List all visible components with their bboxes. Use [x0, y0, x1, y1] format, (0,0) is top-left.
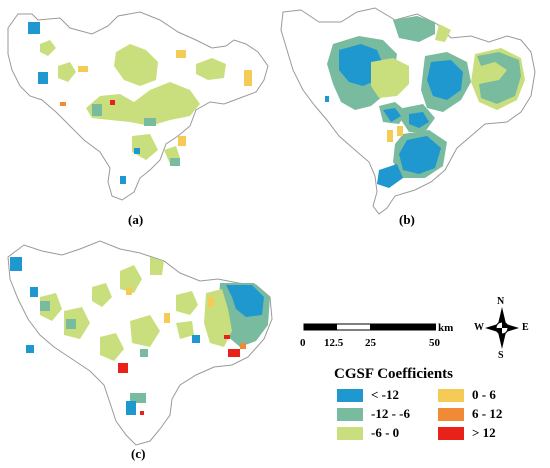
patch-lt-neg12: [383, 108, 401, 122]
patch-0-6: [164, 313, 170, 323]
scale-segment: [370, 324, 436, 330]
patch-lt-neg12: [427, 60, 463, 100]
patch-0-6: [126, 287, 132, 295]
legend-label: 6 - 12: [472, 406, 503, 421]
legend-swatch: [438, 388, 464, 402]
legend-swatch: [337, 407, 363, 421]
map-panel-b: [280, 7, 536, 215]
compass-s: S: [498, 350, 504, 361]
patch-0-6: [244, 70, 252, 86]
patch-neg6-0: [64, 307, 90, 339]
patch-lt-neg12: [30, 287, 38, 297]
scale-tick-label: 25: [365, 337, 376, 349]
legend-swatch: [337, 388, 363, 402]
patch-neg6-0: [92, 283, 112, 307]
patch-gt-12: [118, 363, 128, 373]
legend-label: -6 - 0: [371, 425, 400, 440]
legend-swatch: [438, 407, 464, 421]
patch-neg12-neg6: [92, 104, 102, 116]
scale-tick-label: 12.5: [324, 337, 344, 349]
patch-0-6: [176, 50, 186, 58]
patch-neg12-neg6: [170, 158, 180, 166]
patch-lt-neg12: [26, 345, 34, 353]
compass-rose-icon: [485, 307, 519, 349]
patch-neg12-neg6: [66, 319, 76, 329]
patch-neg6-0: [86, 82, 200, 126]
coef-patches: [325, 16, 525, 188]
legend-swatch: [438, 426, 464, 440]
patch-gt-12: [228, 349, 240, 357]
compass-n: N: [497, 296, 505, 307]
patch-neg6-0: [100, 333, 124, 361]
scale-segment: [304, 324, 337, 330]
legend-label: < -12: [371, 387, 399, 402]
patch-0-6: [208, 297, 214, 307]
scale-bar: [303, 323, 436, 331]
patch-neg6-0: [120, 265, 142, 293]
patch-neg6-0: [371, 58, 409, 98]
patch-neg6-0: [176, 321, 194, 339]
patch-lt-neg12: [134, 148, 140, 154]
patch-neg12-neg6: [140, 349, 148, 357]
patch-neg12-neg6: [130, 393, 146, 403]
patch-neg6-0: [40, 293, 62, 321]
patch-6-12: [60, 102, 66, 106]
patch-lt-neg12: [399, 136, 441, 174]
legend-label: -12 - -6: [371, 406, 410, 421]
map-panel-c: [7, 240, 273, 446]
patch-lt-neg12: [377, 164, 403, 188]
patch-lt-neg12: [126, 401, 136, 415]
patch-neg12-neg6: [477, 52, 521, 104]
legend-item: -12 - -6: [337, 406, 410, 422]
scale-unit: km: [438, 322, 454, 334]
map-panel-a: [7, 11, 269, 201]
patch-lt-neg12: [325, 96, 329, 102]
patch-neg12-neg6: [40, 301, 50, 311]
patch-0-6: [178, 136, 186, 146]
panel-label-c: (c): [131, 446, 146, 461]
patch-gt-12: [140, 411, 144, 415]
patch-gt-12: [110, 100, 115, 105]
patch-neg12-neg6: [144, 118, 156, 126]
legend-item: -6 - 0: [337, 425, 399, 441]
scale-tick-label: 0: [300, 337, 306, 349]
patch-gt-12: [224, 335, 230, 339]
patch-lt-neg12: [28, 22, 40, 34]
coef-patches: [10, 257, 270, 415]
patch-neg6-0: [196, 58, 226, 80]
compass-w: W: [474, 322, 484, 333]
patch-lt-neg12: [409, 112, 429, 128]
coef-patches: [28, 22, 252, 184]
patch-lt-neg12: [38, 72, 48, 84]
patch-neg6-0: [58, 62, 76, 82]
panel-label-b: (b): [399, 212, 415, 227]
patch-lt-neg12: [120, 176, 126, 184]
patch-neg12-neg6: [393, 16, 435, 42]
patch-6-12: [240, 343, 246, 349]
patch-lt-neg12: [10, 257, 22, 271]
patch-0-6: [397, 126, 403, 136]
patch-neg6-0: [176, 291, 198, 315]
legend-item: 0 - 6: [438, 387, 496, 403]
compass-e: E: [522, 322, 529, 333]
patch-0-6: [78, 66, 88, 72]
legend-title: CGSF Coefficients: [334, 366, 454, 382]
patch-neg6-0: [130, 315, 160, 347]
legend-item: > 12: [438, 425, 496, 441]
patch-neg6-0: [40, 40, 56, 56]
patch-lt-neg12: [192, 335, 200, 343]
legend-swatch: [337, 426, 363, 440]
patch-neg6-0: [150, 257, 164, 275]
legend-item: < -12: [337, 387, 399, 403]
panel-label-a: (a): [128, 212, 144, 227]
legend-label: 0 - 6: [472, 387, 496, 402]
patch-neg6-0: [114, 44, 158, 86]
patch-neg6-0: [435, 24, 451, 42]
patch-0-6: [387, 130, 393, 142]
patch-lt-neg12: [226, 285, 264, 317]
legend-label: > 12: [472, 425, 496, 440]
legend-item: 6 - 12: [438, 406, 502, 422]
scale-tick-label: 50: [429, 337, 440, 349]
